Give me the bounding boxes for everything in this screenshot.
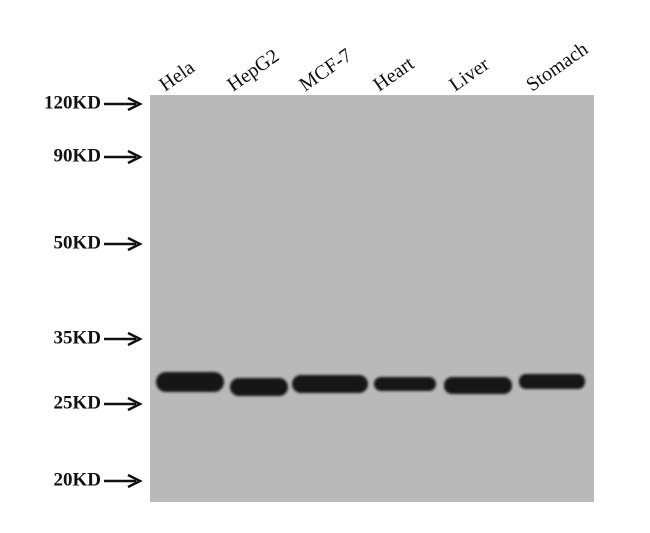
lane-label: Heart bbox=[369, 52, 418, 96]
marker-label: 25KD bbox=[54, 392, 102, 413]
marker-arrowhead bbox=[127, 96, 143, 112]
lane-label: Hela bbox=[155, 56, 199, 96]
lane-label: Stomach bbox=[522, 38, 592, 96]
band bbox=[519, 374, 585, 389]
marker-arrowhead bbox=[127, 149, 143, 165]
band bbox=[292, 375, 368, 393]
lane-label: HepG2 bbox=[223, 45, 283, 96]
lane-label: MCF-7 bbox=[295, 44, 356, 96]
marker-arrowhead bbox=[127, 473, 143, 489]
marker-arrowhead bbox=[127, 331, 143, 347]
blot-membrane bbox=[150, 95, 594, 502]
band bbox=[374, 377, 436, 391]
marker-arrowhead bbox=[127, 236, 143, 252]
marker-arrowhead bbox=[127, 396, 143, 412]
band bbox=[156, 372, 224, 392]
marker-label: 50KD bbox=[54, 232, 102, 253]
marker-label: 20KD bbox=[54, 469, 102, 490]
band bbox=[444, 377, 512, 394]
marker-label: 120KD bbox=[44, 92, 101, 113]
lane-label: Liver bbox=[445, 53, 493, 96]
marker-label: 90KD bbox=[54, 145, 102, 166]
band bbox=[230, 378, 288, 396]
marker-label: 35KD bbox=[54, 327, 102, 348]
